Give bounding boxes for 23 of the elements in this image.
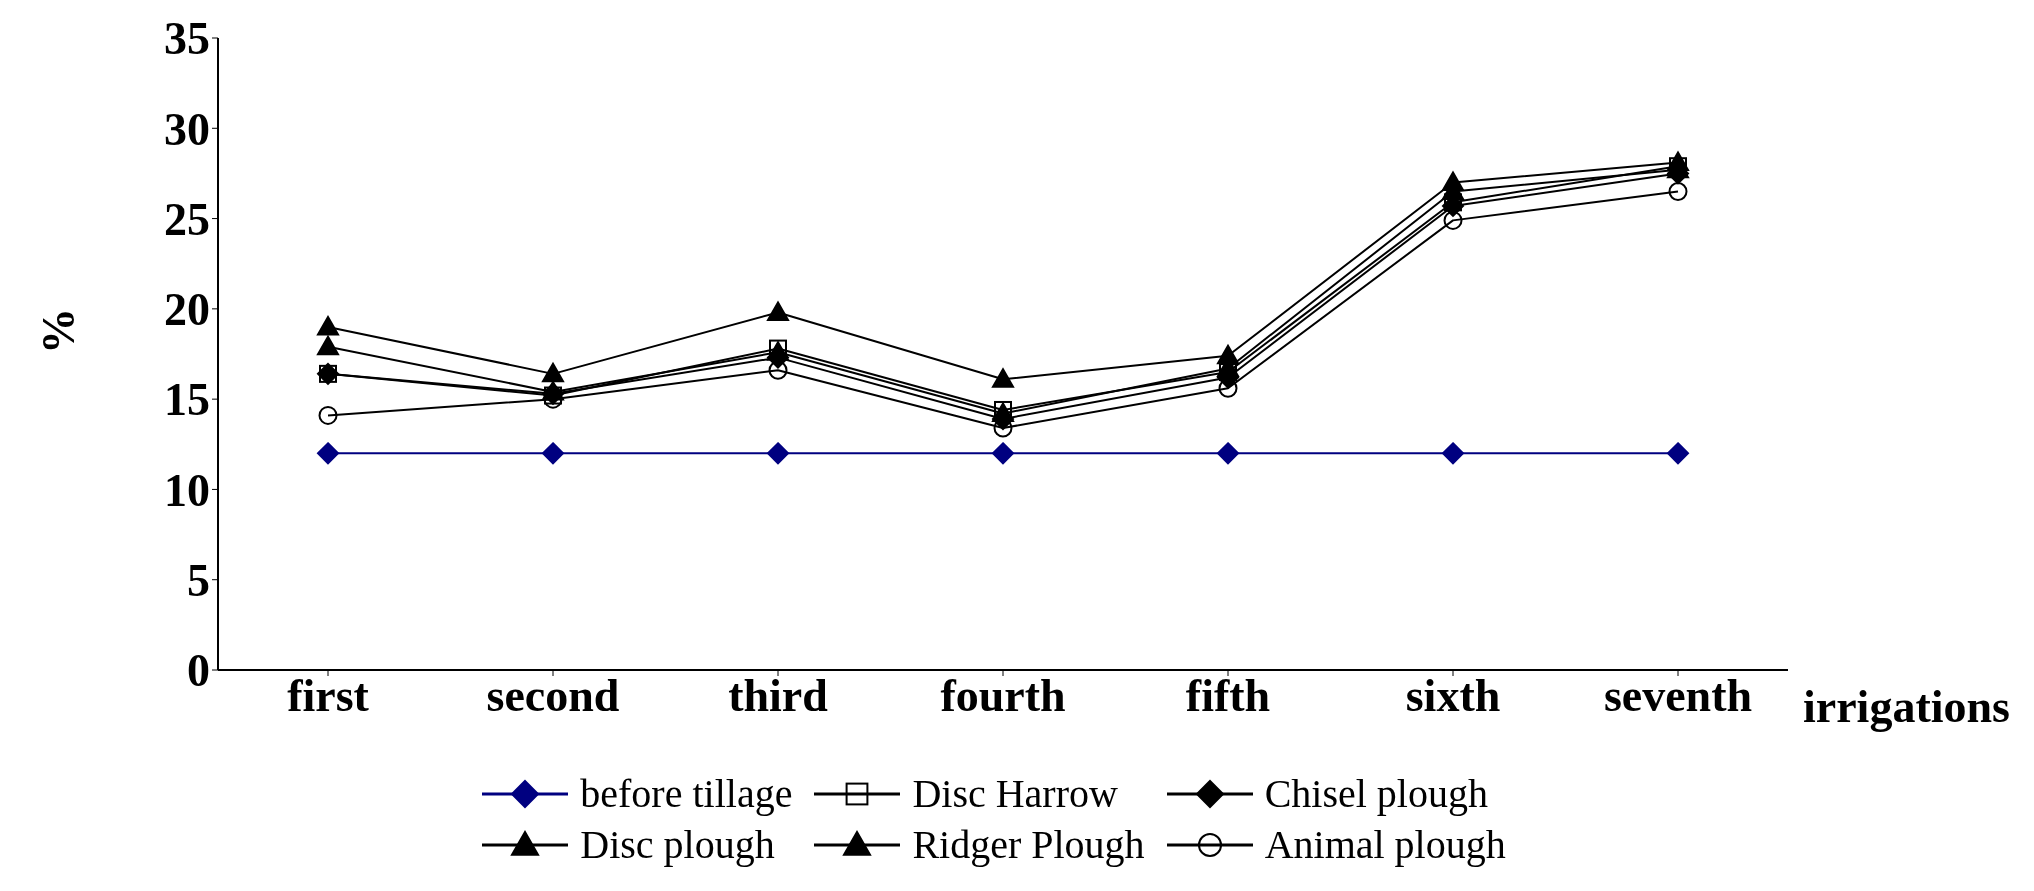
legend-label: Chisel plough [1264,770,1488,817]
y-tick-label: 10 [164,464,210,516]
legend-label: before tillage [580,770,793,817]
x-tick-label: sixth [1405,669,1501,721]
x-tick-label: second [486,669,620,721]
x-tick-label: fourth [940,669,1066,721]
x-tick-label: third [728,669,829,721]
legend-label: Disc Harrow [912,770,1118,817]
y-tick-label: 5 [187,555,210,607]
y-tick-label: 35 [164,13,210,65]
y-tick-label: 30 [164,103,210,155]
legend-label: Disc plough [580,821,775,868]
legend-label: Ridger Plough [912,821,1145,868]
x-tick-label: first [287,669,370,721]
x-tick-label: seventh [1603,669,1753,721]
y-axis-title: % [33,308,85,354]
x-axis-title: irrigations [1803,681,2010,733]
y-tick-label: 15 [164,374,210,426]
legend-label: Animal plough [1264,821,1506,868]
y-tick-label: 20 [164,284,210,336]
y-tick-label: 25 [164,193,210,245]
x-tick-label: fifth [1185,669,1271,721]
y-tick-label: 0 [187,645,210,697]
